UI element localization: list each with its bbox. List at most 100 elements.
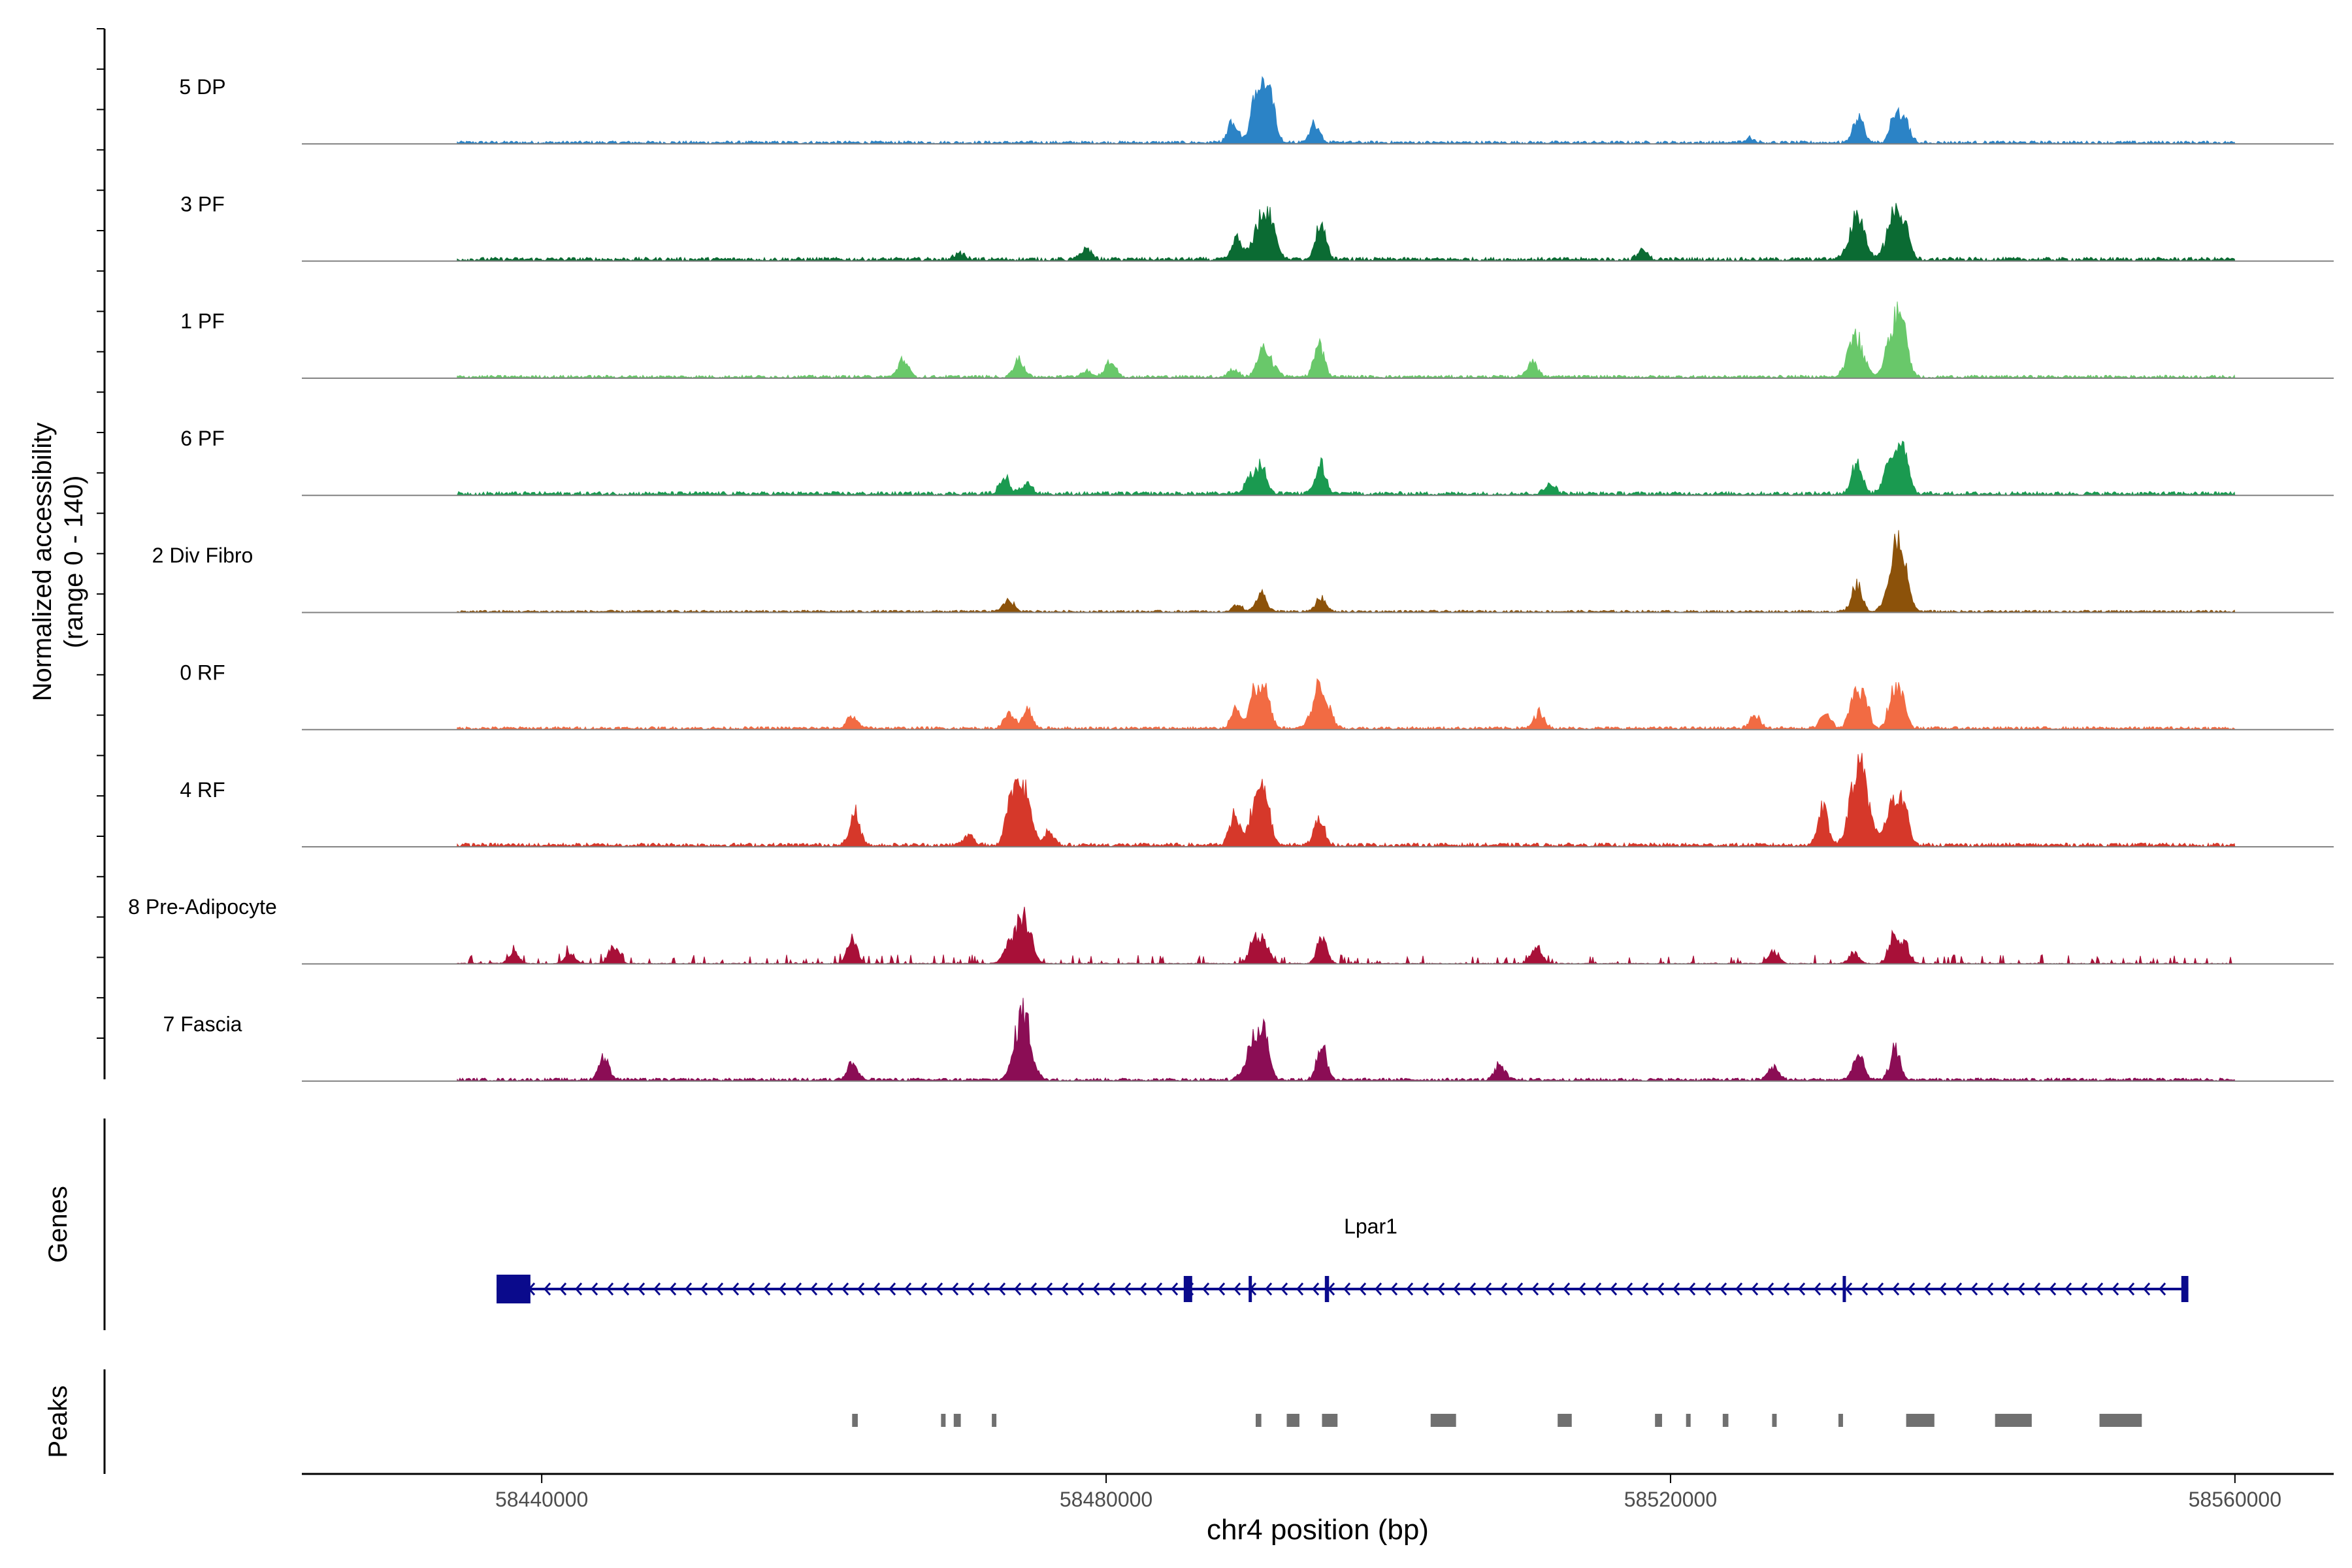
x-tick-label: 58480000 (1060, 1488, 1152, 1511)
track-7-fascia: 7 Fascia (163, 998, 2334, 1082)
x-tick-label: 58440000 (495, 1488, 588, 1511)
strand-chevron (1233, 1282, 1241, 1296)
strand-chevron (2112, 1282, 2119, 1296)
strand-chevron (889, 1282, 896, 1296)
peak-region (1995, 1414, 2032, 1427)
strand-chevron (998, 1282, 1006, 1296)
coverage-area (457, 76, 2236, 145)
coverage-area (457, 203, 2236, 262)
strand-chevron (1516, 1282, 1524, 1296)
strand-chevron (1437, 1282, 1445, 1296)
coverage-area (456, 530, 2236, 613)
strand-chevron (794, 1282, 802, 1296)
strand-chevron (904, 1282, 912, 1296)
strand-chevron (1139, 1282, 1147, 1296)
track-label: 6 PF (180, 427, 225, 450)
genes-panel-title: Genes (44, 1186, 73, 1263)
strand-chevron (1390, 1282, 1398, 1296)
strand-chevron (810, 1282, 818, 1296)
peak-region (1558, 1414, 1572, 1427)
gene-exon (1324, 1276, 1330, 1302)
track-label: 2 Div Fibro (152, 544, 253, 567)
strand-chevron (1265, 1282, 1273, 1296)
strand-chevron (1923, 1282, 1931, 1296)
strand-chevron (1641, 1282, 1649, 1296)
strand-chevron (606, 1282, 614, 1296)
x-tick-label: 58520000 (1624, 1488, 1717, 1511)
strand-chevron (2096, 1282, 2104, 1296)
strand-chevron (763, 1282, 771, 1296)
strand-chevron (591, 1282, 598, 1296)
strand-chevron (1939, 1282, 1947, 1296)
track-3-pf: 3 PF (180, 192, 2334, 262)
strand-chevron (1045, 1282, 1053, 1296)
peak-region (1722, 1414, 1729, 1427)
strand-chevron (747, 1282, 755, 1296)
strand-chevron (1673, 1282, 1680, 1296)
gene-exon (1183, 1276, 1192, 1302)
gene-exon (497, 1275, 531, 1303)
track-label: 0 RF (180, 661, 225, 685)
strand-chevron (1218, 1282, 1226, 1296)
track-label: 5 DP (179, 75, 225, 99)
strand-chevron (1986, 1282, 1994, 1296)
gene-exon (1249, 1276, 1252, 1302)
coverage-area (457, 998, 2236, 1082)
strand-chevron (1955, 1282, 1963, 1296)
strand-chevron (2002, 1282, 2010, 1296)
strand-chevron (622, 1282, 630, 1296)
strand-chevron (1720, 1282, 1727, 1296)
track-8-pre-adipocyte: 8 Pre-Adipocyte (128, 895, 2334, 965)
track-label: 8 Pre-Adipocyte (128, 895, 277, 919)
gene-strand-chevrons (528, 1282, 2166, 1296)
strand-chevron (1563, 1282, 1571, 1296)
peak-region (953, 1414, 961, 1427)
track-label: 7 Fascia (163, 1012, 242, 1036)
strand-chevron (1861, 1282, 1869, 1296)
coverage-y-axis-title: Normalized accessibility (range 0 - 140) (28, 423, 88, 702)
track-label: 4 RF (180, 778, 225, 802)
strand-chevron (1547, 1282, 1555, 1296)
peak-region (992, 1414, 997, 1427)
coverage-tracks: 5 DP 3 PF 1 PF 6 PF 2 Div Fibro 0 RF 4 RF 8 Pre… (128, 75, 2334, 1082)
strand-chevron (1625, 1282, 1633, 1296)
strand-chevron (2127, 1282, 2135, 1296)
strand-chevron (1202, 1282, 1210, 1296)
peak-region (1686, 1414, 1691, 1427)
peak-region (1255, 1414, 1262, 1427)
track-0-rf: 0 RF (180, 661, 2334, 730)
strand-chevron (1484, 1282, 1492, 1296)
track-label: 1 PF (180, 310, 225, 333)
strand-chevron (1531, 1282, 1539, 1296)
peak-region (1838, 1414, 1843, 1427)
strand-chevron (1876, 1282, 1884, 1296)
strand-chevron (873, 1282, 881, 1296)
track-5-dp: 5 DP (179, 75, 2334, 145)
strand-chevron (1594, 1282, 1602, 1296)
strand-chevron (1970, 1282, 1978, 1296)
gene-exons (497, 1275, 2189, 1303)
strand-chevron (951, 1282, 959, 1296)
strand-chevron (2033, 1282, 2041, 1296)
peak-region (941, 1414, 946, 1427)
strand-chevron (2049, 1282, 2057, 1296)
strand-chevron (1735, 1282, 1743, 1296)
strand-chevron (1422, 1282, 1429, 1296)
track-1-pf: 1 PF (180, 301, 2334, 379)
strand-chevron (1312, 1282, 1320, 1296)
strand-chevron (920, 1282, 928, 1296)
gene-track: Lpar1 (497, 1215, 2189, 1303)
strand-chevron (1892, 1282, 1900, 1296)
peak-region (2099, 1414, 2142, 1427)
track-6-pf: 6 PF (180, 427, 2334, 497)
strand-chevron (2143, 1282, 2151, 1296)
peak-region (1655, 1414, 1662, 1427)
strand-chevron (685, 1282, 693, 1296)
strand-chevron (669, 1282, 677, 1296)
gene-label-lpar1: Lpar1 (1344, 1215, 1397, 1238)
x-axis-ticks: 58440000 58480000 58520000 58560000 (495, 1474, 2281, 1511)
strand-chevron (1296, 1282, 1304, 1296)
strand-chevron (1124, 1282, 1132, 1296)
